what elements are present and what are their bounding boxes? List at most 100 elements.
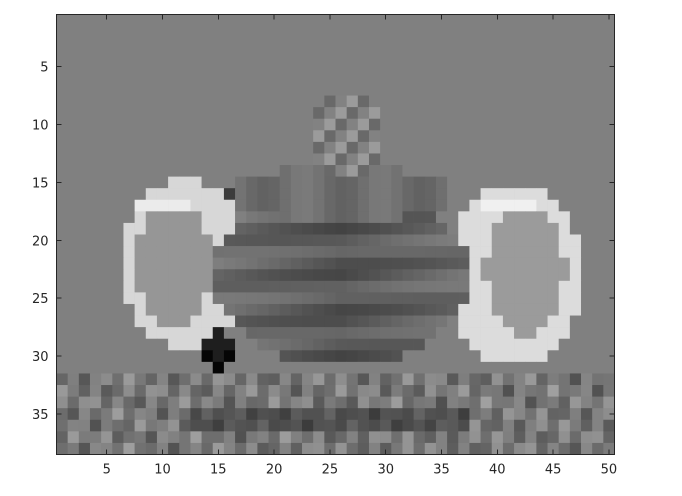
heatmap-cell	[425, 258, 436, 270]
heatmap-cell	[101, 362, 112, 374]
heatmap-cell	[280, 397, 291, 409]
heatmap-cell	[548, 281, 559, 293]
heatmap-cell	[380, 408, 391, 420]
heatmap-cell	[492, 84, 503, 96]
heatmap-cell	[224, 408, 235, 420]
heatmap-cell	[257, 362, 268, 374]
heatmap-cell	[347, 431, 358, 443]
heatmap-cell	[458, 235, 469, 247]
heatmap-cell	[202, 96, 213, 108]
heatmap-cell	[436, 61, 447, 73]
heatmap-cell	[548, 200, 559, 212]
heatmap-cell	[380, 200, 391, 212]
heatmap-cell	[548, 258, 559, 270]
heatmap-cell	[581, 61, 592, 73]
heatmap-cell	[481, 362, 492, 374]
heatmap-cell	[492, 420, 503, 432]
heatmap-cell	[548, 188, 559, 200]
heatmap-cell	[90, 397, 101, 409]
heatmap-cell	[514, 281, 525, 293]
heatmap-cell	[358, 397, 369, 409]
heatmap-cell	[447, 339, 458, 351]
heatmap-cell	[257, 246, 268, 258]
heatmap-cell	[347, 153, 358, 165]
heatmap-cell	[246, 269, 257, 281]
heatmap-cell	[481, 246, 492, 258]
heatmap-cell	[436, 362, 447, 374]
heatmap-cell	[525, 339, 536, 351]
heatmap-cell	[291, 72, 302, 84]
heatmap-cell	[347, 443, 358, 455]
heatmap-cell	[168, 373, 179, 385]
heatmap-cell	[190, 397, 201, 409]
heatmap-cell	[235, 15, 246, 27]
heatmap-cell	[570, 61, 581, 73]
heatmap-cell	[492, 211, 503, 223]
heatmap-cell	[90, 15, 101, 27]
heatmap-cell	[492, 362, 503, 374]
heatmap-cell	[146, 61, 157, 73]
heatmap-cell	[269, 200, 280, 212]
heatmap-cell	[402, 385, 413, 397]
heatmap-cell	[548, 177, 559, 189]
heatmap-cell	[592, 443, 603, 455]
heatmap-cell	[68, 408, 79, 420]
heatmap-cell	[402, 304, 413, 316]
heatmap-cell	[101, 327, 112, 339]
heatmap-cell	[391, 420, 402, 432]
heatmap-cell	[559, 211, 570, 223]
heatmap-cell	[269, 211, 280, 223]
heatmap-cell	[603, 142, 614, 154]
heatmap-cell	[414, 188, 425, 200]
heatmap-cell	[280, 269, 291, 281]
heatmap-cell	[324, 130, 335, 142]
heatmap-cell	[179, 107, 190, 119]
heatmap-cell	[168, 292, 179, 304]
heatmap-cell	[179, 304, 190, 316]
heatmap-cell	[202, 281, 213, 293]
heatmap-cell	[257, 142, 268, 154]
heatmap-cell	[536, 258, 547, 270]
heatmap-cell	[246, 26, 257, 38]
heatmap-cell	[224, 26, 235, 38]
heatmap-cell	[369, 258, 380, 270]
heatmap-cell	[536, 15, 547, 27]
heatmap-cell	[525, 61, 536, 73]
heatmap-cell	[90, 408, 101, 420]
heatmap-cell	[514, 385, 525, 397]
heatmap-cell	[168, 235, 179, 247]
heatmap-cell	[280, 142, 291, 154]
heatmap-cell	[90, 211, 101, 223]
heatmap-cell	[458, 316, 469, 328]
heatmap-cell	[224, 211, 235, 223]
heatmap-cell	[391, 72, 402, 84]
heatmap-cell	[458, 165, 469, 177]
heatmap-cell	[90, 235, 101, 247]
heatmap-cell	[548, 49, 559, 61]
heatmap-cell	[347, 420, 358, 432]
heatmap-cell	[257, 397, 268, 409]
heatmap-cell	[302, 292, 313, 304]
heatmap-cell	[168, 188, 179, 200]
heatmap-cell	[592, 38, 603, 50]
heatmap-cell	[358, 316, 369, 328]
heatmap-cell	[414, 431, 425, 443]
heatmap-cell	[235, 38, 246, 50]
heatmap-cell	[57, 107, 68, 119]
heatmap-cell	[291, 269, 302, 281]
heatmap-cell	[79, 362, 90, 374]
heatmap-cell	[224, 304, 235, 316]
heatmap-cell	[135, 153, 146, 165]
heatmap-cell	[202, 119, 213, 131]
heatmap-cell	[280, 72, 291, 84]
heatmap-cell	[190, 84, 201, 96]
heatmap-cell	[447, 177, 458, 189]
heatmap-cell	[481, 107, 492, 119]
y-tick-label: 35	[32, 408, 49, 423]
heatmap-cell	[246, 350, 257, 362]
heatmap-cell	[179, 188, 190, 200]
heatmap-cell	[358, 431, 369, 443]
heatmap-cell	[79, 292, 90, 304]
heatmap-cell	[157, 177, 168, 189]
heatmap-cell	[436, 223, 447, 235]
